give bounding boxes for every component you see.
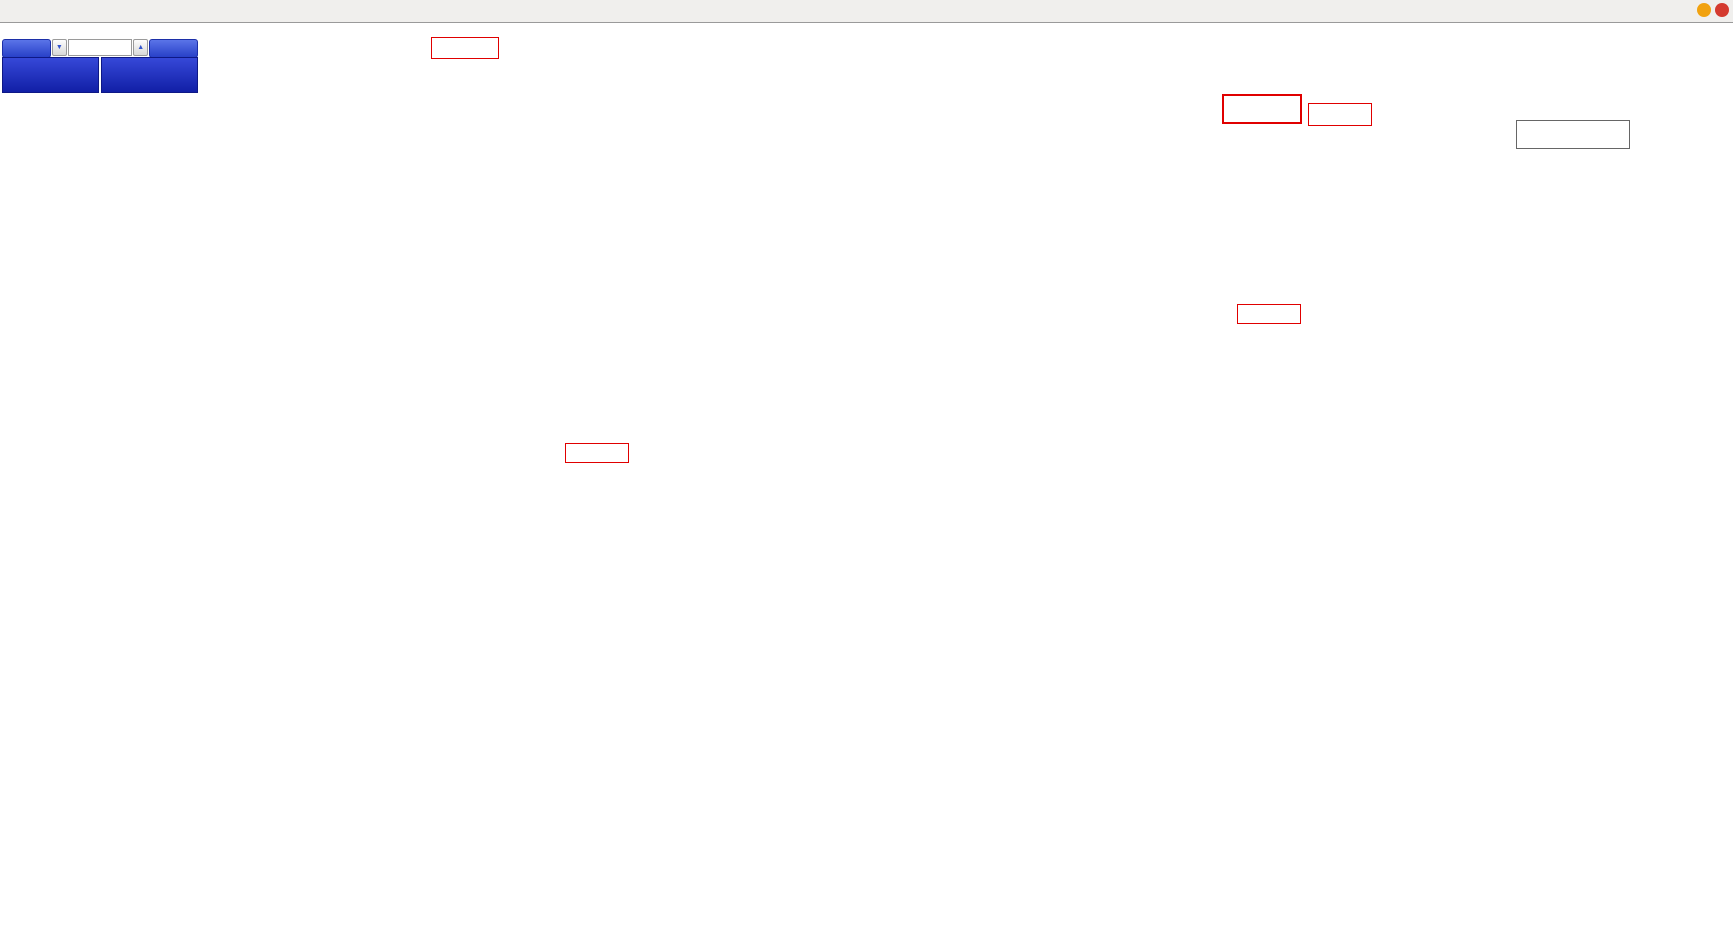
price-callout-133049[interactable] (565, 443, 629, 463)
toolbar-right (1697, 3, 1729, 17)
sell-price-display[interactable] (2, 57, 99, 93)
volume-decrease-button[interactable]: ▼ (51, 39, 67, 56)
chart-title (4, 25, 14, 39)
volume-increase-button[interactable]: ▲ (133, 39, 149, 56)
cn-note-turning-point[interactable] (1516, 120, 1630, 149)
sell-button[interactable] (2, 39, 51, 58)
help-icon[interactable] (1697, 3, 1711, 17)
main-toolbar (0, 0, 1733, 23)
news-icon[interactable] (1715, 3, 1729, 17)
volume-input[interactable] (68, 39, 132, 56)
buy-price-display[interactable] (101, 57, 198, 93)
price-callout-142659[interactable] (431, 37, 499, 59)
price-callout-141457[interactable] (1222, 94, 1302, 124)
one-click-trading-panel: ▼ ▲ (2, 39, 198, 93)
buy-button[interactable] (149, 39, 198, 58)
price-callout-136933[interactable] (1237, 304, 1301, 324)
price-callout-141308[interactable] (1308, 103, 1372, 126)
